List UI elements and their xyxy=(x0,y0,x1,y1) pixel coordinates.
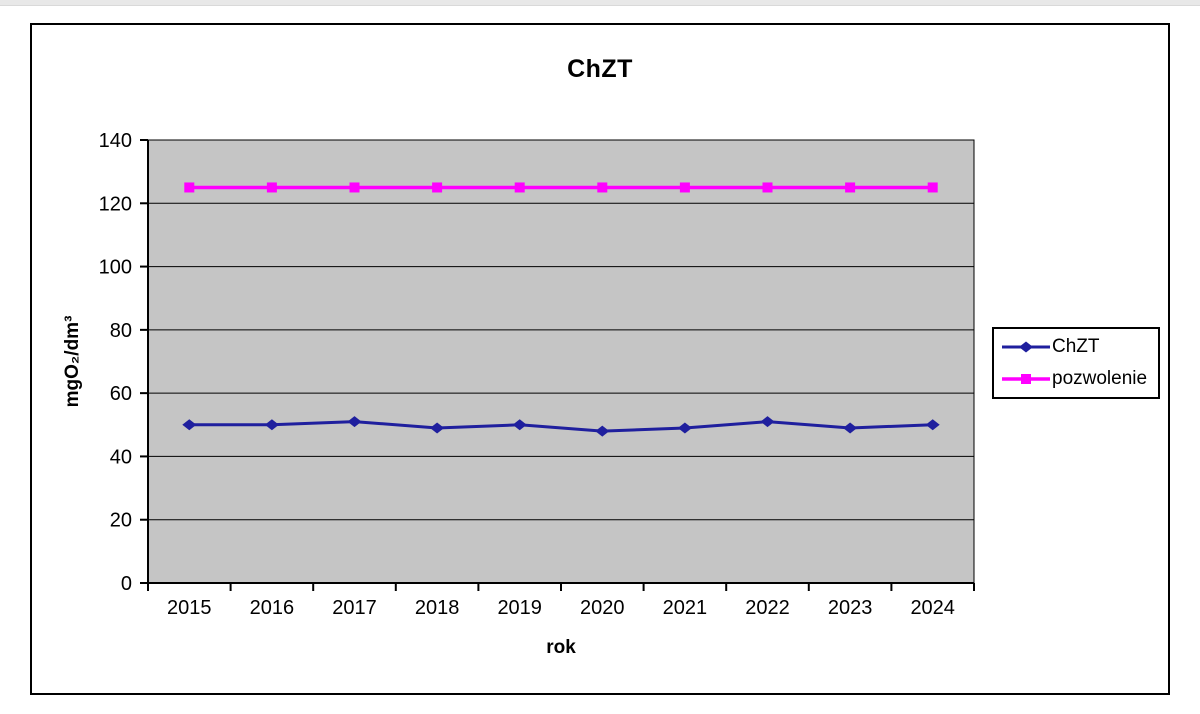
series-marker-pozwolenie xyxy=(184,182,195,193)
x-tick-label: 2024 xyxy=(910,597,955,619)
plot-area xyxy=(148,140,974,583)
chart-title: ChZT xyxy=(567,55,633,83)
legend: ChZT pozwolenie xyxy=(992,327,1160,399)
x-tick-label: 2015 xyxy=(167,597,212,619)
series-marker-chzt xyxy=(512,419,527,431)
series-marker-chzt xyxy=(347,416,362,428)
y-tick-label: 120 xyxy=(99,193,132,215)
series-marker-chzt xyxy=(182,419,197,431)
legend-item-pozwolenie: pozwolenie xyxy=(1002,363,1158,395)
series-marker-chzt xyxy=(925,419,940,431)
series-line-chzt xyxy=(189,420,933,433)
y-axis-title: mgO₂/dm³ xyxy=(62,316,83,408)
series-marker-pozwolenie xyxy=(679,182,690,193)
chart-canvas: 0 20 40 60 80 100 120 140 2015 2016 2017 2018 2019 20… xyxy=(62,130,975,658)
series-marker-chzt xyxy=(677,422,692,434)
x-tick-label: 2021 xyxy=(663,597,708,619)
legend-item-chzt: ChZT xyxy=(1002,331,1158,363)
series-marker-pozwolenie xyxy=(514,182,525,193)
series-marker-pozwolenie xyxy=(845,182,856,193)
x-tick-label: 2019 xyxy=(497,597,542,619)
y-tick-label: 20 xyxy=(110,510,132,532)
y-tick-label: 100 xyxy=(99,257,132,279)
legend-marker-square-icon xyxy=(1002,374,1050,384)
x-tick-label: 2022 xyxy=(745,597,790,619)
y-tick-label: 60 xyxy=(110,383,132,405)
series-marker-pozwolenie xyxy=(927,182,938,193)
legend-label: ChZT xyxy=(1052,336,1100,357)
x-tick-label: 2023 xyxy=(828,597,873,619)
series-marker-chzt xyxy=(430,422,445,434)
y-tick-label: 80 xyxy=(110,320,132,342)
top-edge-strip xyxy=(0,0,1200,6)
y-tick-label: 140 xyxy=(99,130,132,152)
series-marker-pozwolenie xyxy=(432,182,443,193)
x-tick-label: 2016 xyxy=(250,597,295,619)
legend-marker-diamond-icon xyxy=(1002,341,1050,353)
series-marker-chzt xyxy=(264,419,279,431)
chart-frame: ChZT 0 20 40 60 80 100 120 140 2015 2016 2017 2018 2… xyxy=(30,23,1170,695)
x-tick-label: 2020 xyxy=(580,597,625,619)
series-marker-chzt xyxy=(760,416,775,428)
x-axis-title: rok xyxy=(546,637,576,658)
series-marker-chzt xyxy=(595,425,610,437)
x-tick-label: 2017 xyxy=(332,597,377,619)
series-marker-chzt xyxy=(843,422,858,434)
y-tick-label: 0 xyxy=(121,573,132,595)
series-marker-pozwolenie xyxy=(597,182,608,193)
legend-label: pozwolenie xyxy=(1052,368,1148,389)
series-marker-pozwolenie xyxy=(349,182,360,193)
y-tick-label: 40 xyxy=(110,446,132,468)
series-marker-pozwolenie xyxy=(762,182,773,193)
x-tick-label: 2018 xyxy=(415,597,460,619)
series-marker-pozwolenie xyxy=(266,182,277,193)
